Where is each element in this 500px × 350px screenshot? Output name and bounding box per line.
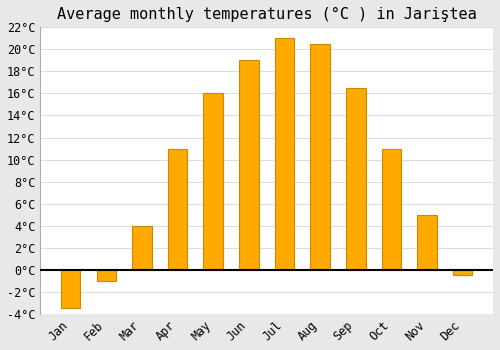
Bar (274, 38, 294, 270)
Bar (132, 226, 152, 270)
Bar (168, 148, 188, 270)
Bar (310, 44, 330, 270)
Bar (382, 148, 401, 270)
Bar (417, 215, 437, 270)
Bar (96, 270, 116, 281)
Title: Average monthly temperatures (°C ) in Jariştea: Average monthly temperatures (°C ) in Ja… (57, 7, 476, 22)
Bar (346, 88, 366, 270)
Bar (453, 270, 472, 275)
Bar (204, 93, 223, 270)
Bar (61, 270, 80, 308)
Bar (239, 60, 258, 270)
